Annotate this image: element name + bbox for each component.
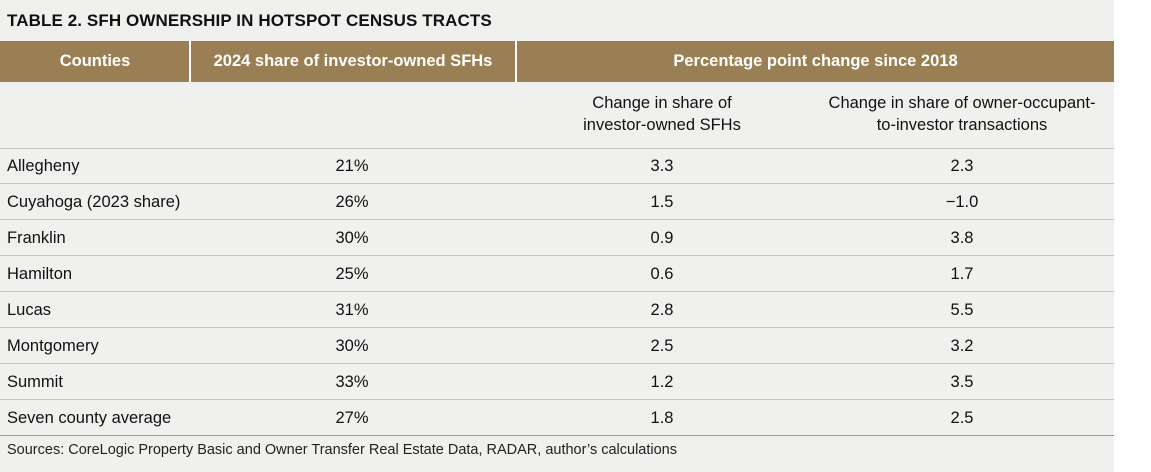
change-transactions-value: 2.5 — [950, 409, 974, 427]
county-name: Cuyahoga (2023 share) — [7, 193, 181, 211]
row-divider — [0, 255, 1114, 256]
table-row: Franklin 30% 0.9 3.8 — [0, 220, 1114, 256]
county-name: Franklin — [7, 229, 66, 247]
share-value: 30% — [335, 337, 369, 355]
subheader-line: to-investor transactions — [876, 116, 1048, 134]
county-name: Hamilton — [7, 265, 73, 283]
county-name: Allegheny — [7, 157, 80, 175]
table-row: Allegheny 21% 3.3 2.3 — [0, 148, 1114, 184]
change-transactions-value: −1.0 — [945, 193, 979, 211]
change-transactions-value: 5.5 — [950, 301, 974, 319]
subheader-change-transactions: Change in share of owner-occupant- to-in… — [812, 92, 1112, 136]
table-header: Counties 2024 share of investor-owned SF… — [0, 41, 1114, 82]
row-divider — [0, 399, 1114, 400]
row-divider — [0, 148, 1114, 149]
row-divider — [0, 183, 1114, 184]
change-transactions-value: 3.2 — [950, 337, 974, 355]
table-title: TABLE 2. SFH OWNERSHIP IN HOTSPOT CENSUS… — [7, 11, 492, 30]
source-note: Sources: CoreLogic Property Basic and Ow… — [7, 442, 677, 458]
change-investor-value: 0.6 — [650, 265, 674, 283]
table-row: Montgomery 30% 2.5 3.2 — [0, 328, 1114, 364]
change-investor-value: 3.3 — [650, 157, 674, 175]
row-divider — [0, 219, 1114, 220]
share-value: 26% — [335, 193, 369, 211]
table-panel: TABLE 2. SFH OWNERSHIP IN HOTSPOT CENSUS… — [0, 0, 1114, 472]
subheader-change-investor: Change in share of investor-owned SFHs — [512, 92, 812, 136]
share-value: 33% — [335, 373, 369, 391]
subheader-line: Change in share of — [592, 94, 732, 112]
header-divider — [189, 41, 191, 82]
change-investor-value: 1.8 — [650, 409, 674, 427]
row-divider — [0, 363, 1114, 364]
change-investor-value: 2.5 — [650, 337, 674, 355]
change-investor-value: 1.2 — [650, 373, 674, 391]
share-value: 27% — [335, 409, 369, 427]
source-divider — [0, 435, 1114, 436]
change-transactions-value: 2.3 — [950, 157, 974, 175]
share-value: 21% — [335, 157, 369, 175]
table-row-average: Seven county average 27% 1.8 2.5 — [0, 400, 1114, 436]
table-row: Cuyahoga (2023 share) 26% 1.5 −1.0 — [0, 184, 1114, 220]
header-share-2024: 2024 share of investor-owned SFHs — [213, 52, 493, 70]
table-row: Summit 33% 1.2 3.5 — [0, 364, 1114, 400]
share-value: 30% — [335, 229, 369, 247]
row-divider — [0, 327, 1114, 328]
county-name: Seven county average — [7, 409, 172, 427]
share-value: 31% — [335, 301, 369, 319]
change-investor-value: 2.8 — [650, 301, 674, 319]
table-row: Lucas 31% 2.8 5.5 — [0, 292, 1114, 328]
header-pp-change: Percentage point change since 2018 — [673, 52, 958, 70]
subheader-line: Change in share of owner-occupant- — [828, 94, 1096, 112]
header-divider — [515, 41, 517, 82]
table-row: Hamilton 25% 0.6 1.7 — [0, 256, 1114, 292]
county-name: Montgomery — [7, 337, 99, 355]
change-transactions-value: 3.5 — [950, 373, 974, 391]
county-name: Summit — [7, 373, 63, 391]
subheader-line: investor-owned SFHs — [583, 116, 741, 134]
change-transactions-value: 3.8 — [950, 229, 974, 247]
header-counties: Counties — [59, 52, 131, 70]
share-value: 25% — [335, 265, 369, 283]
county-name: Lucas — [7, 301, 52, 319]
change-transactions-value: 1.7 — [950, 265, 974, 283]
change-investor-value: 0.9 — [650, 229, 674, 247]
row-divider — [0, 291, 1114, 292]
change-investor-value: 1.5 — [650, 193, 674, 211]
